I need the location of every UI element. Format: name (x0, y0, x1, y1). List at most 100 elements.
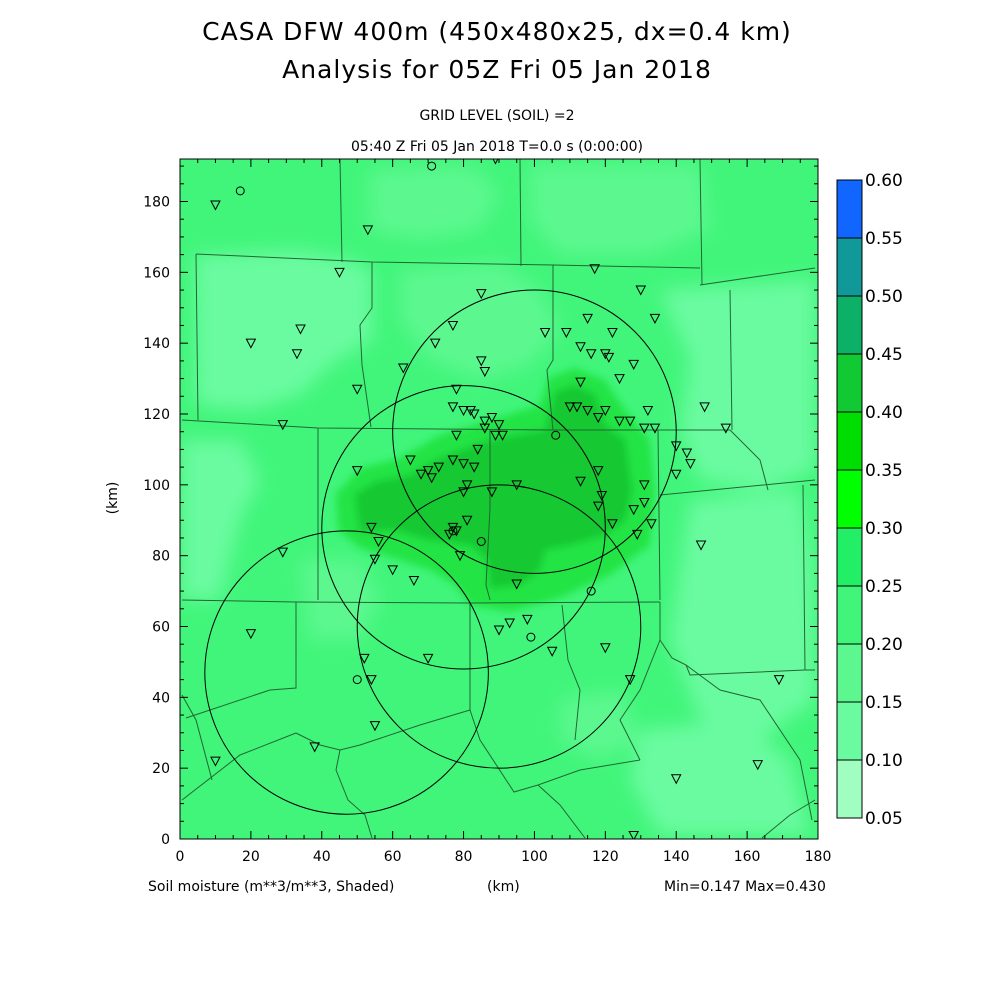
x-axis-label: (km) (487, 879, 520, 895)
station-triangle (631, 529, 643, 540)
colorbar-label: 0.35 (865, 461, 903, 481)
colorbar-swatch (837, 644, 862, 702)
station-circle (526, 632, 536, 642)
county-boundaries (181, 159, 816, 839)
station-triangle (422, 466, 434, 477)
station-triangle (638, 498, 650, 509)
station-triangle (582, 405, 593, 417)
station-triangle (575, 476, 586, 487)
station-triangle (447, 320, 459, 332)
colorbar-swatch (837, 354, 862, 412)
station-triangle (479, 423, 491, 434)
grid-level-label: GRID LEVEL (SOIL) =2 (419, 108, 574, 124)
radar-ring-3 (356, 484, 642, 769)
colorbar-swatch (837, 702, 862, 760)
station-triangle (592, 466, 604, 477)
colorbar-swatch (837, 760, 862, 818)
station-triangle (504, 618, 515, 629)
y-tick-label: 120 (143, 407, 170, 423)
station-triangle (493, 625, 505, 636)
station-circle (235, 186, 245, 196)
station-triangle (461, 480, 473, 491)
y-tick-label: 160 (143, 265, 170, 281)
station-triangle (603, 352, 615, 363)
station-triangle (564, 402, 576, 413)
station-triangle (522, 614, 533, 625)
x-tick-label: 60 (384, 849, 402, 865)
station-triangle (511, 579, 523, 590)
colorbar: 0.05 0.10 0.15 0.20 0.25 0.30 0.35 0.40 0.45 0.50… (836, 171, 903, 829)
station-triangle (366, 675, 377, 686)
station-triangle (451, 430, 462, 441)
station-triangle (468, 462, 480, 473)
y-tick-label: 40 (152, 690, 170, 706)
station-triangle (720, 423, 732, 434)
station-triangle (451, 526, 462, 537)
station-triangle (695, 540, 707, 551)
station-triangle (362, 225, 374, 236)
station-triangle (592, 501, 604, 512)
station-triangle (624, 675, 636, 686)
station-triangle (295, 324, 306, 335)
station-triangle (366, 522, 377, 533)
y-tick-label: 80 (152, 549, 170, 565)
station-triangle (210, 756, 221, 767)
station-triangle (539, 328, 551, 339)
station-triangle (773, 675, 785, 686)
station-triangle (628, 505, 640, 516)
station-triangle (649, 313, 661, 324)
x-tick-label: 100 (521, 849, 548, 865)
station-triangle (670, 441, 682, 452)
figure-subtitle: Analysis for 05Z Fri 05 Jan 2018 (282, 55, 712, 84)
figure-title: CASA DFW 400m (450x480x25, dx=0.4 km) (202, 17, 792, 46)
station-triangle (600, 643, 611, 654)
station-triangle (575, 377, 586, 388)
station-triangle (245, 629, 257, 640)
y-tick-label: 20 (152, 761, 170, 777)
station-triangle (681, 448, 693, 459)
colorbar-label: 0.20 (865, 635, 903, 655)
x-tick-label: 140 (663, 849, 690, 865)
station-triangle (291, 349, 303, 360)
colorbar-label: 0.60 (865, 171, 903, 191)
colorbar-swatch (837, 180, 862, 238)
station-triangle (546, 646, 558, 657)
station-triangle (589, 264, 601, 275)
station-triangle (628, 359, 640, 370)
radar-ring-2 (321, 385, 606, 670)
x-tick-label: 20 (242, 849, 260, 865)
station-triangle (447, 402, 459, 413)
station-triangle (468, 409, 480, 420)
station-triangle (752, 760, 764, 771)
radar-ring-4 (204, 530, 489, 815)
station-triangle (592, 413, 604, 424)
x-tick-label: 160 (734, 849, 761, 865)
station-triangle (369, 721, 381, 732)
station-triangle (461, 515, 473, 526)
station-triangle (614, 416, 625, 427)
station-circle (352, 675, 362, 685)
station-triangle (465, 405, 476, 417)
y-tick-label: 60 (152, 620, 170, 636)
station-triangle (387, 565, 398, 576)
station-triangle (458, 405, 469, 417)
x-tick-label: 180 (805, 849, 832, 865)
radar-ring-1 (392, 289, 677, 574)
field-light-patches (182, 165, 815, 835)
station-triangle (635, 285, 647, 296)
station-triangle (614, 374, 625, 385)
station-triangle (607, 519, 618, 530)
station-triangle (699, 402, 710, 413)
station-triangle (486, 487, 498, 498)
station-triangle (600, 349, 611, 360)
station-triangle (607, 328, 618, 339)
station-triangle (628, 830, 640, 839)
colorbar-label: 0.30 (865, 519, 903, 539)
station-triangle (309, 742, 321, 753)
station-triangle (358, 653, 370, 664)
station-triangle (649, 423, 661, 434)
station-circle (427, 161, 437, 171)
station-triangle (561, 328, 572, 339)
station-triangle (210, 200, 221, 211)
colorbar-label: 0.55 (865, 229, 903, 249)
